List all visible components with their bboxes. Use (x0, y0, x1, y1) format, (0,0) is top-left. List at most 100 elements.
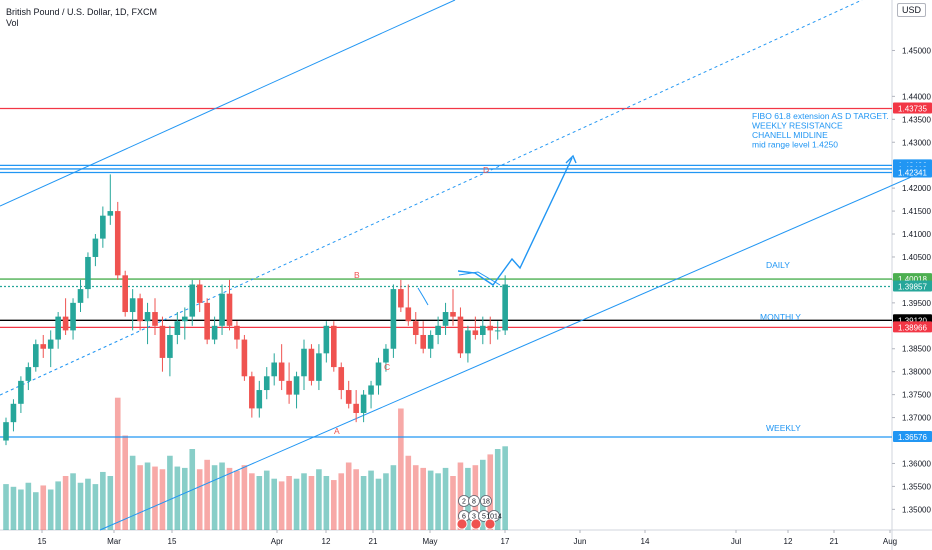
candle-body (427, 334, 434, 349)
volume-bar (25, 482, 32, 530)
point-label: D (483, 165, 489, 175)
candle-body (286, 380, 292, 395)
candle-body (442, 312, 449, 326)
volume-bar (85, 478, 91, 530)
volume-bar (144, 462, 151, 530)
candle-body (398, 289, 404, 308)
candle-body (457, 316, 464, 354)
drawings (0, 0, 932, 531)
daily-label: DAILY (766, 260, 790, 270)
candle-body (405, 307, 412, 322)
candle-body (360, 394, 367, 413)
candle-body (85, 256, 91, 290)
volume-bar (487, 454, 494, 530)
candle-body (480, 325, 486, 335)
candle-body (100, 215, 106, 239)
price-axis[interactable]: 1.45000 1.44000 1.43500 1.43000 1.42000 1.415… (892, 46, 932, 514)
volume-bar (167, 455, 173, 530)
volume-bar (502, 446, 508, 530)
volume-bar (234, 470, 240, 530)
y-tick-label: 1.37000 (902, 414, 931, 423)
candle-body (420, 334, 426, 349)
volume-bar (182, 467, 188, 530)
flag-icon (470, 518, 482, 530)
volume-bar (129, 455, 136, 530)
currency-button[interactable]: USD (896, 3, 926, 17)
y-tick-label: 1.41500 (902, 207, 931, 216)
candle-body (293, 376, 300, 395)
event-badge-label: 2 (462, 499, 466, 506)
volume-bar (211, 465, 218, 530)
volume-bar (412, 465, 419, 530)
event-badge-label: 18 (482, 499, 490, 506)
candle-body (331, 325, 337, 368)
candle-body (77, 289, 84, 303)
y-tick-label: 1.45000 (902, 46, 931, 55)
event-badge-label: 1014 (486, 514, 502, 521)
y-tick-label: 1.43500 (902, 115, 931, 124)
candle-body (152, 312, 158, 326)
volume-bar (271, 478, 277, 530)
event-badge-label: 5 (482, 514, 486, 521)
projection-secondary (458, 271, 501, 286)
volume-bar (226, 467, 233, 530)
candle-body (33, 344, 39, 368)
volume-bar (308, 476, 315, 530)
event-badges: 2 8 18 6 3 5 1014 (456, 495, 502, 530)
volume-bar (47, 489, 54, 530)
y-tick-label: 1.43000 (902, 138, 931, 147)
candle-body (465, 330, 471, 354)
volume-bar (152, 466, 158, 530)
volume-bar (55, 481, 61, 530)
annotations: FIBO 61.8 extension AS D TARGET.WEEKLY R… (334, 111, 889, 436)
price-label-bg (893, 166, 932, 178)
candle-body (92, 238, 99, 257)
point-label: B (354, 270, 360, 280)
point-label: A (334, 426, 340, 436)
candle-body (412, 321, 419, 335)
candle-body (368, 385, 374, 395)
volume-bar (368, 470, 374, 530)
channel-midline (0, 0, 863, 396)
x-tick-label: 17 (501, 537, 510, 546)
candle-body (3, 422, 9, 441)
volume-bar (174, 466, 181, 530)
volume-bar (316, 469, 322, 530)
volume-bar (375, 478, 382, 530)
event-badge-circle (468, 495, 480, 507)
candle-body (219, 293, 225, 326)
event-badge-label: 6 (462, 514, 466, 521)
volume-bar (278, 481, 285, 530)
volume-bar (114, 397, 121, 530)
x-tick-label: May (422, 537, 437, 546)
price-label-bg (893, 102, 932, 114)
volume-bar (353, 469, 359, 530)
volume-bar (159, 469, 166, 530)
volume-bar (420, 467, 426, 530)
volume-bar (62, 476, 69, 530)
volume-bar (383, 473, 389, 530)
price-label-bg (893, 321, 932, 333)
candle-body (316, 353, 322, 381)
volume-bar (137, 465, 143, 530)
candle-body (256, 390, 263, 409)
candle-body (189, 284, 196, 317)
candle-body (234, 325, 240, 340)
volume-bar (398, 408, 404, 530)
volume-bar (219, 462, 225, 530)
candle-body (182, 316, 188, 322)
target-note-line: FIBO 61.8 extension AS D TARGET. (752, 111, 889, 121)
volume-bar (77, 482, 84, 530)
time-axis[interactable]: 15 Mar 15 Apr 12 21 May 17 Jun 14 Jul 12 21 Aug (38, 530, 898, 546)
y-tick-label: 1.42000 (902, 184, 931, 193)
volume-bar (450, 476, 456, 530)
price-label: 1.39857 (898, 282, 927, 291)
flag-icon (484, 518, 496, 530)
symbol-title: British Pound / U.S. Dollar, 1D, FXCM (6, 7, 158, 17)
x-tick-label: 15 (168, 537, 177, 546)
volume-bar (263, 470, 270, 530)
candle-body (353, 403, 359, 413)
price-label-bg (893, 280, 932, 292)
wedge-line (417, 287, 429, 306)
